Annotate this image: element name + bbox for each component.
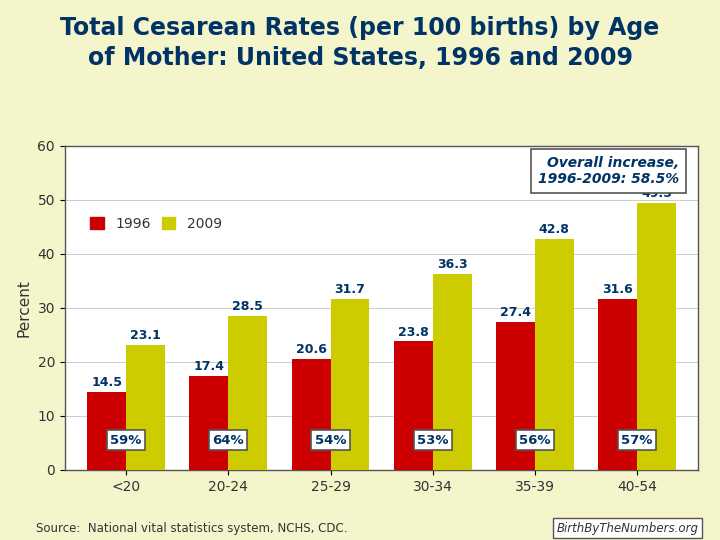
Bar [496, 322, 535, 470]
Bar [598, 299, 637, 470]
Bar [535, 239, 574, 470]
Text: 36.3: 36.3 [437, 258, 467, 271]
Text: 31.7: 31.7 [335, 283, 365, 296]
Text: 17.4: 17.4 [194, 360, 225, 373]
Text: Source:  National vital statistics system, NCHS, CDC.: Source: National vital statistics system… [36, 522, 348, 535]
Text: 27.4: 27.4 [500, 306, 531, 319]
Bar [292, 359, 330, 470]
Text: Total Cesarean Rates (per 100 births) by Age
of Mother: United States, 1996 and : Total Cesarean Rates (per 100 births) by… [60, 16, 660, 70]
Bar [189, 376, 228, 470]
Bar [87, 392, 126, 470]
Bar [126, 345, 165, 470]
Text: BirthByTheNumbers.org: BirthByTheNumbers.org [557, 522, 698, 535]
Text: 31.6: 31.6 [603, 284, 633, 296]
Bar [330, 299, 369, 470]
Text: 59%: 59% [110, 434, 142, 447]
Text: 53%: 53% [417, 434, 449, 447]
Text: 64%: 64% [212, 434, 244, 447]
Text: 23.8: 23.8 [398, 326, 428, 339]
Text: 57%: 57% [621, 434, 653, 447]
Bar [228, 316, 267, 470]
Bar [433, 274, 472, 470]
Text: 49.5: 49.5 [641, 187, 672, 200]
Text: Overall increase,
1996-2009: 58.5%: Overall increase, 1996-2009: 58.5% [539, 156, 680, 186]
Text: 28.5: 28.5 [233, 300, 264, 313]
Text: 20.6: 20.6 [296, 343, 327, 356]
Bar [637, 202, 676, 470]
Legend: 1996, 2009: 1996, 2009 [84, 211, 228, 236]
Text: 23.1: 23.1 [130, 329, 161, 342]
Y-axis label: Percent: Percent [17, 279, 32, 337]
Text: 42.8: 42.8 [539, 223, 570, 236]
Bar [394, 341, 433, 470]
Text: 54%: 54% [315, 434, 346, 447]
Text: 14.5: 14.5 [91, 376, 122, 389]
Text: 56%: 56% [519, 434, 551, 447]
